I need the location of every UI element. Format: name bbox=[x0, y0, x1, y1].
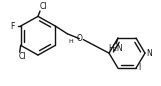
Text: H: H bbox=[68, 39, 73, 44]
Text: N: N bbox=[146, 49, 152, 58]
Text: Cl: Cl bbox=[19, 52, 26, 61]
Text: I: I bbox=[138, 63, 140, 72]
Text: O: O bbox=[76, 34, 82, 43]
Text: Cl: Cl bbox=[40, 2, 47, 11]
Text: F: F bbox=[10, 22, 15, 31]
Text: H₂N: H₂N bbox=[109, 44, 123, 53]
